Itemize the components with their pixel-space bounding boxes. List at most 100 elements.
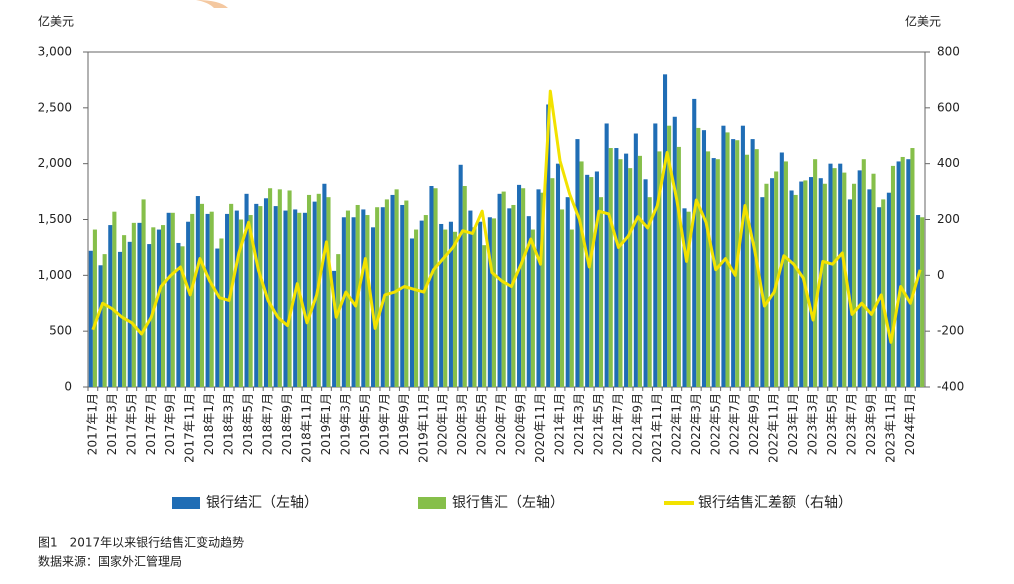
bar [628, 168, 633, 387]
bar [404, 200, 409, 387]
legend-label: 银行结汇（左轴） [206, 495, 318, 511]
bar [160, 225, 166, 387]
bar [764, 183, 769, 387]
bar [487, 217, 492, 387]
y-tick-label: 2,500 [38, 100, 72, 114]
bar [653, 123, 658, 387]
bar [248, 215, 253, 387]
bar [565, 197, 570, 387]
bar [156, 229, 161, 387]
bar [98, 265, 103, 387]
bar [88, 250, 93, 387]
bar [871, 173, 876, 387]
y2-tick-label: 200 [937, 212, 960, 226]
bar [254, 203, 259, 387]
x-tick-label: 2022年7月 [728, 393, 742, 455]
bar [540, 192, 545, 387]
bar [507, 208, 512, 387]
bar [526, 216, 531, 387]
bar [731, 139, 736, 387]
x-tick-label: 2022年3月 [689, 393, 703, 455]
legend-label: 银行售汇（左轴） [452, 495, 564, 511]
x-tick-label: 2020年9月 [514, 393, 528, 455]
x-tick-label: 2017年11月 [183, 393, 197, 463]
bar [618, 159, 623, 387]
bar [112, 211, 117, 387]
x-tick-label: 2020年7月 [494, 393, 508, 455]
bar [696, 127, 701, 387]
bar [637, 155, 642, 387]
bar [452, 231, 458, 387]
bar [273, 206, 278, 387]
bar [783, 161, 788, 387]
bar [448, 221, 453, 387]
chart-title: 图1 2017年以来银行结售汇变动趋势 [38, 535, 244, 550]
bar [297, 212, 302, 387]
bar [287, 190, 292, 387]
y-tick-label: 0 [64, 380, 72, 394]
x-tick-label: 2018年3月 [222, 393, 236, 455]
bar [706, 151, 711, 387]
bar [131, 222, 136, 387]
bar [302, 212, 307, 387]
bar [390, 194, 395, 387]
bar [205, 213, 210, 387]
y2-tick-label: -400 [937, 380, 964, 394]
bar [569, 229, 574, 387]
x-tick-label: 2017年9月 [163, 393, 177, 455]
x-tick-label: 2022年5月 [708, 393, 722, 455]
x-tick-label: 2022年9月 [747, 393, 761, 455]
x-tick-label: 2019年9月 [397, 393, 411, 455]
bar [770, 178, 775, 387]
line [91, 89, 922, 344]
x-tick-label: 2018年1月 [202, 393, 216, 455]
bar [501, 191, 506, 387]
bar [482, 245, 487, 387]
y-tick-label: 1,500 [38, 212, 72, 226]
bar [555, 163, 561, 387]
y2-unit: 亿美元 [905, 14, 941, 29]
legend-swatch [418, 497, 446, 509]
bar [332, 270, 337, 387]
x-tick-label: 2019年3月 [338, 393, 352, 455]
legend-label: 银行结售汇差额（右轴） [698, 495, 852, 511]
bar [575, 139, 580, 387]
bar [789, 190, 794, 387]
bar [916, 215, 921, 387]
bar [614, 148, 619, 387]
x-tick-label: 2020年1月 [436, 393, 450, 455]
bar [409, 238, 415, 387]
x-tick-label: 2018年9月 [280, 393, 294, 455]
x-tick-label: 2023年9月 [864, 393, 878, 455]
y-tick-label: 1,000 [38, 268, 72, 282]
x-tick-label: 2023年7月 [845, 393, 859, 455]
bar [900, 156, 905, 387]
bar [560, 209, 565, 387]
bar [920, 217, 925, 387]
bar [497, 193, 502, 387]
bar [102, 254, 107, 387]
bar [910, 148, 915, 387]
bar [647, 197, 652, 387]
bar [458, 164, 463, 387]
bar [852, 183, 857, 387]
bar [832, 168, 837, 387]
legend-swatch [172, 497, 200, 509]
bar [361, 209, 366, 387]
bar [277, 189, 282, 387]
bar [258, 206, 263, 387]
bar [176, 242, 181, 387]
y2-tick-label: -200 [937, 324, 964, 338]
bar [137, 222, 142, 387]
bar [861, 159, 866, 387]
bar [594, 171, 599, 387]
bar [141, 199, 146, 387]
x-tick-label: 2023年11月 [883, 393, 897, 463]
bar [414, 229, 419, 387]
bar [686, 211, 691, 387]
source-note: 数据来源：国家外汇管理局 [38, 554, 182, 569]
bar [643, 179, 648, 387]
y2-tick-label: 800 [937, 45, 960, 59]
bar [842, 172, 847, 387]
